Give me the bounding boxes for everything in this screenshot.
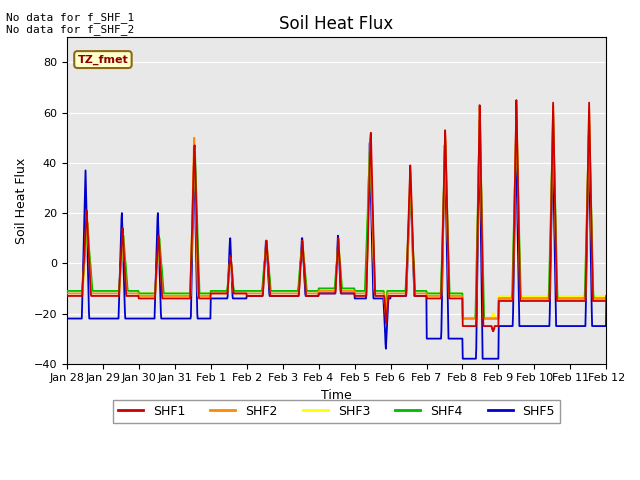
Legend: SHF1, SHF2, SHF3, SHF4, SHF5: SHF1, SHF2, SHF3, SHF4, SHF5 <box>113 400 560 423</box>
Text: TZ_fmet: TZ_fmet <box>77 54 128 65</box>
X-axis label: Time: Time <box>321 389 352 402</box>
Text: No data for f_SHF_2: No data for f_SHF_2 <box>6 24 134 35</box>
Text: No data for f_SHF_1: No data for f_SHF_1 <box>6 12 134 23</box>
Title: Soil Heat Flux: Soil Heat Flux <box>280 15 394 33</box>
Y-axis label: Soil Heat Flux: Soil Heat Flux <box>15 157 28 244</box>
